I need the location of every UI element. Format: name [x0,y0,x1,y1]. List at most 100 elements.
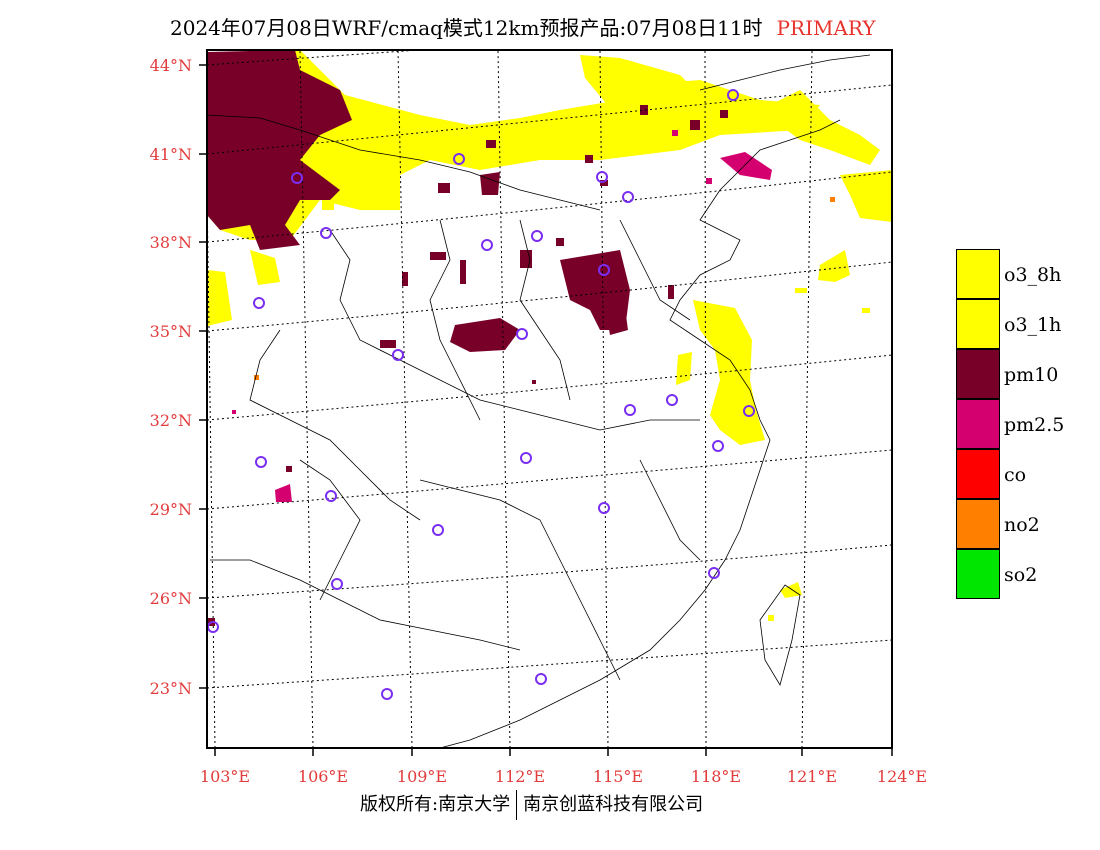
pm10-dot-7 [668,285,674,299]
station-marker [598,502,610,514]
no2-dot-1 [254,375,259,380]
title-tag: PRIMARY [776,16,876,40]
lon-label: 121°E [787,767,837,786]
pm10-area-northwest [207,50,352,250]
station-marker [432,524,444,536]
lat-label: 23°N [150,679,192,698]
o3-area-taiwan [780,582,802,598]
pm25-area-sichuan [275,484,292,502]
station-marker [727,89,739,101]
pm10-area-hebei [480,172,500,195]
o3-area-west [207,270,232,326]
copyright-footer: 版权所有:南京大学 南京创蓝科技有限公司 [360,790,703,820]
footer-separator [516,790,518,820]
legend-label-pm25: pm2.5 [1004,414,1065,436]
station-marker [666,394,678,406]
o3-area-far-ne [840,170,892,222]
legend-label-pm10: pm10 [1004,364,1059,386]
boundary-inner-6 [429,219,481,421]
station-marker [743,405,755,417]
legend-swatch-pm10 [956,349,1000,399]
boundary-inner-7 [519,219,571,401]
pm25-dot-2 [232,410,236,414]
pm25-dot-1 [706,178,712,184]
lon-label: 124°E [877,767,927,786]
boundary-inner-4 [419,479,621,681]
o3-area-ne-coast [760,90,880,165]
pm10-dot-14 [556,238,564,246]
legend-label-co: co [1004,464,1027,486]
lon-ticks [214,748,893,756]
title-text: 2024年07月08日WRF/cmaq模式12km预报产品:07月08日11时 [170,16,763,40]
lat-label: 41°N [150,145,192,164]
station-marker [622,191,634,203]
station-marker [255,456,267,468]
pm10-dot-3 [520,250,532,268]
copyright-left: 版权所有:南京大学 [360,794,511,815]
lat-label: 32°N [150,411,192,430]
station-marker [624,404,636,416]
pm10-dot-1 [430,252,446,260]
station-marker [481,239,493,251]
station-marker [453,153,465,165]
station-marker [325,490,337,502]
pm10-dot-13 [600,180,608,186]
o3-dot-1 [768,615,774,621]
map-frame [206,49,893,749]
legend-label-so2: so2 [1004,564,1038,586]
map-title: 2024年07月08日WRF/cmaq模式12km预报产品:07月08日11时 P… [170,12,876,41]
o3-area-northeast [580,55,700,110]
station-marker [520,452,532,464]
taiwan-outline [759,584,801,687]
o3-dot-3 [795,288,807,293]
pm10-dot-9 [640,105,648,115]
pm10-area-shandong [605,305,628,335]
station-marker [331,578,343,590]
pm10-dot-11 [720,110,728,118]
o3-dot-2 [862,308,870,313]
lat-labels: 44°N 41°N 38°N 35°N 32°N 29°N 26°N 23°N [150,56,192,698]
legend-swatch-co [956,449,1000,499]
coastline [439,119,841,748]
station-marker [381,688,393,700]
pm10-dot-5 [460,260,466,284]
pm10-dot-8 [585,155,593,163]
station-marker [531,230,543,242]
pm10-dot-16 [286,466,292,472]
lon-label: 115°E [593,767,643,786]
legend-label-no2: no2 [1004,514,1040,536]
pollution-areas [207,50,892,626]
lon-label: 109°E [397,767,447,786]
copyright-right: 南京创蓝科技有限公司 [523,794,704,815]
pm10-dot-15 [532,380,536,384]
station-marker [596,171,608,183]
legend-swatch-o3-8h [956,249,1000,299]
boundary-inner-5 [210,559,521,651]
lat-label: 35°N [150,322,192,341]
lon-label: 112°E [495,767,545,786]
lon-label: 118°E [691,767,741,786]
station-marker [392,349,404,361]
lon-labels: 103°E 106°E 109°E 112°E 115°E 118°E 121°… [200,767,927,786]
o3-area-west2 [250,250,280,285]
legend-label-o3-1h: o3_1h [1004,314,1062,336]
boundary-inner-2 [329,229,700,431]
lon-label: 103°E [200,767,250,786]
station-marker [291,172,303,184]
legend-swatch-o3-1h [956,299,1000,349]
lat-label: 29°N [150,500,192,519]
boundary-inner-1 [207,114,601,211]
boundaries [207,54,871,748]
o3-area-jiangsu [693,300,765,445]
boundary-inner-8 [619,219,691,321]
pm10-dot-10 [690,120,700,130]
lat-label: 26°N [150,589,192,608]
pm25-dot-3 [672,130,678,136]
o3-area-bohai [818,250,850,282]
station-marker [253,297,265,309]
pm10-dot-2 [438,183,450,193]
pm10-area-shaanxi [450,318,520,352]
legend-swatch-pm25 [956,399,1000,449]
lat-ticks [199,64,207,689]
